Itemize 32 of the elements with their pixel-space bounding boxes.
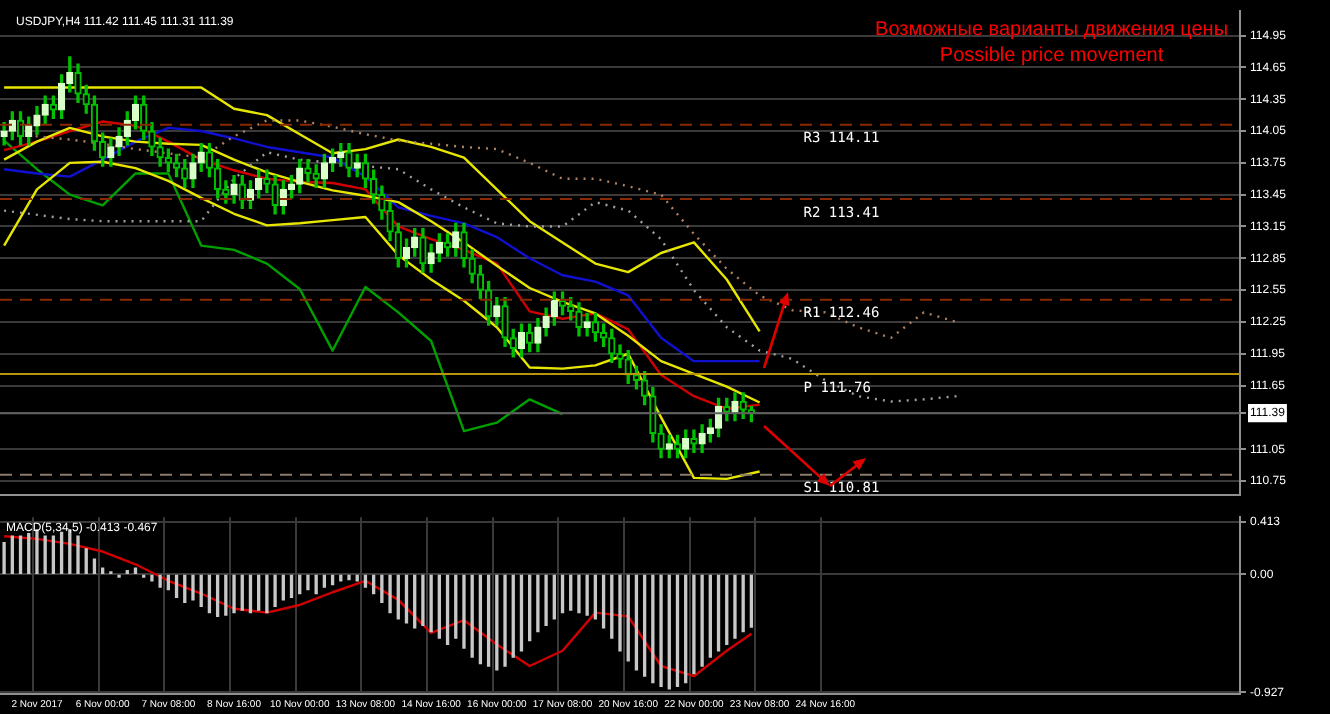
candlestick: [304, 159, 312, 183]
candlestick: [501, 296, 509, 347]
candlestick: [616, 344, 624, 369]
candlestick: [255, 169, 263, 199]
text: Possible price movement: [939, 44, 1164, 67]
candlestick: [731, 392, 739, 422]
candlestick: [682, 429, 690, 459]
candlestick: [296, 159, 304, 194]
chart-title: Возможные варианты движения цены: [875, 18, 1229, 41]
candlestick: [665, 434, 673, 459]
candlestick: [583, 312, 591, 337]
candlestick: [526, 323, 534, 353]
candlestick: [575, 302, 583, 337]
candlestick: [419, 227, 427, 273]
candlestick: [739, 392, 747, 420]
candlestick: [181, 159, 189, 188]
candlestick: [427, 243, 435, 273]
candlestick: [271, 174, 279, 215]
candlestick: [230, 174, 238, 204]
candlestick: [74, 63, 82, 104]
candlestick: [189, 153, 197, 188]
candlestick: [411, 227, 419, 257]
line-series: [2, 151, 958, 403]
candlestick: [673, 434, 682, 459]
candlestick: [0, 121, 8, 146]
candlestick: [460, 222, 468, 268]
candlestick: [591, 312, 600, 342]
candlestick: [353, 153, 361, 178]
candlestick: [33, 105, 41, 135]
candlestick: [690, 429, 698, 454]
candlestick: [698, 424, 706, 454]
candlestick: [345, 143, 353, 178]
